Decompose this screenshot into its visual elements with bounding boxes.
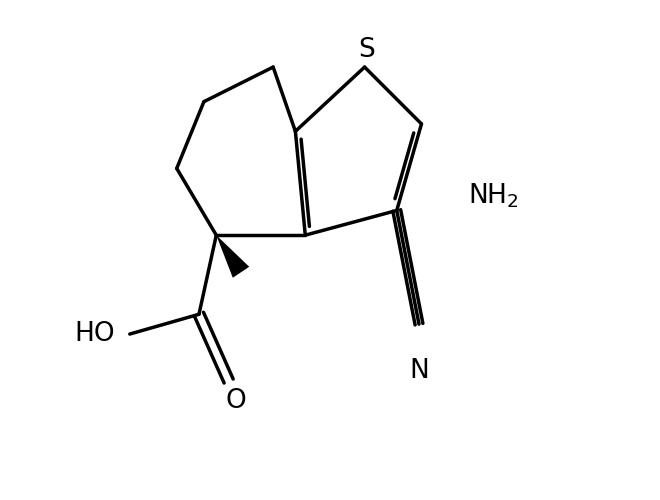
- Text: S: S: [358, 37, 376, 62]
- Text: HO: HO: [75, 321, 115, 347]
- Text: N: N: [409, 358, 429, 384]
- Text: O: O: [226, 388, 246, 414]
- Text: NH$_2$: NH$_2$: [469, 182, 519, 210]
- Polygon shape: [216, 235, 249, 278]
